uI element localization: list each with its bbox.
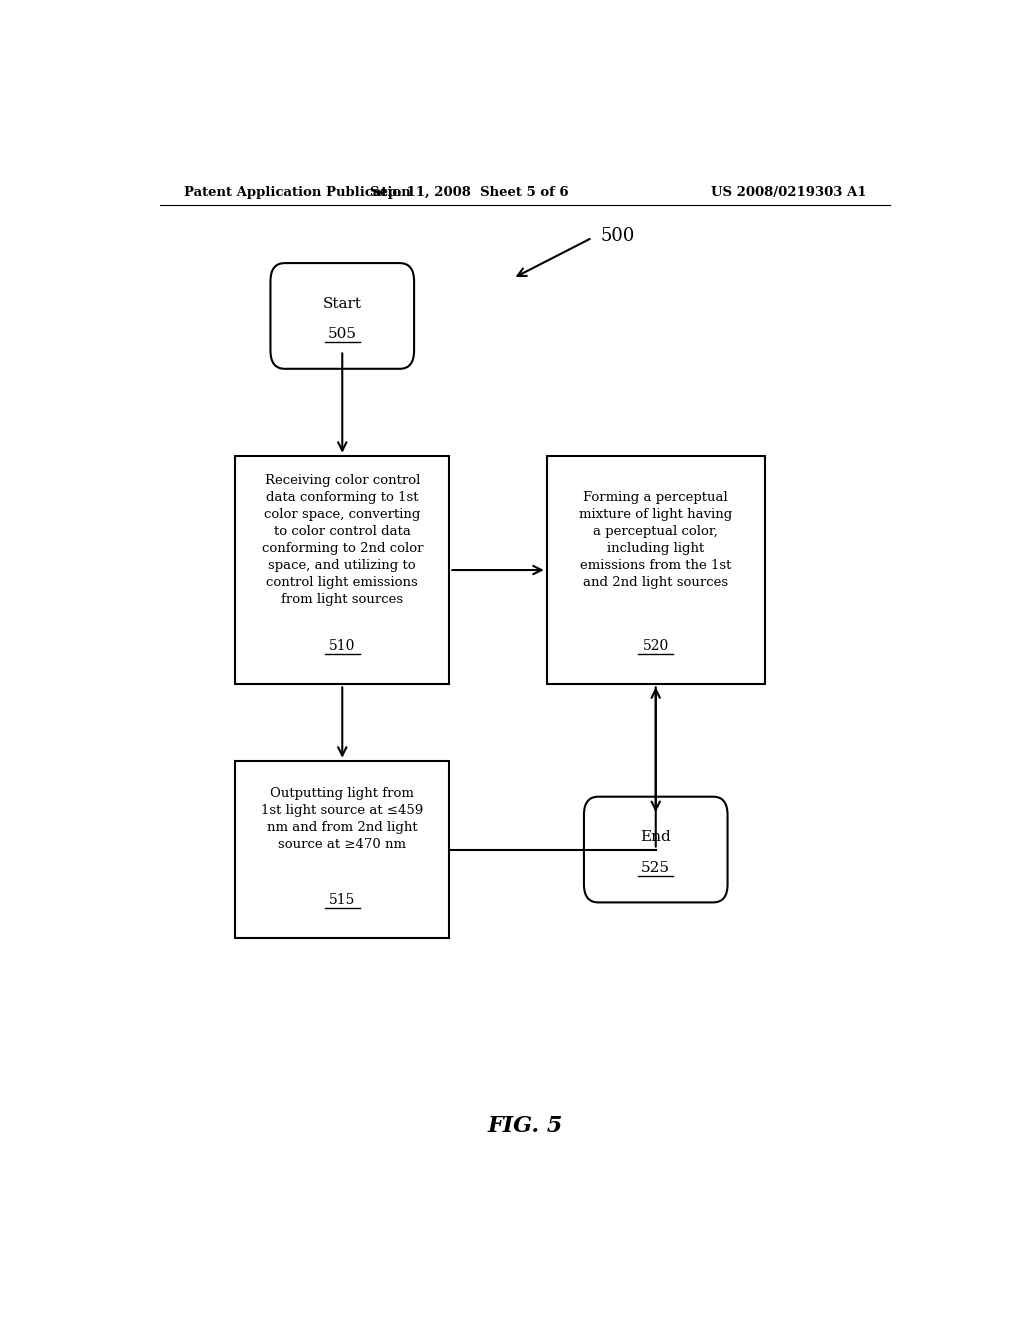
Text: 505: 505: [328, 327, 356, 342]
Text: Sep. 11, 2008  Sheet 5 of 6: Sep. 11, 2008 Sheet 5 of 6: [370, 186, 568, 199]
Text: Start: Start: [323, 297, 361, 310]
FancyBboxPatch shape: [270, 263, 414, 368]
Bar: [236, 455, 450, 684]
Bar: [236, 760, 450, 939]
Text: End: End: [640, 830, 671, 845]
Bar: [547, 455, 765, 684]
Text: 510: 510: [329, 639, 355, 653]
Text: 515: 515: [329, 892, 355, 907]
Text: Patent Application Publication: Patent Application Publication: [183, 186, 411, 199]
FancyBboxPatch shape: [584, 797, 728, 903]
Text: Receiving color control
data conforming to 1st
color space, converting
to color : Receiving color control data conforming …: [261, 474, 423, 606]
Text: 520: 520: [643, 639, 669, 653]
Text: US 2008/0219303 A1: US 2008/0219303 A1: [711, 186, 866, 199]
Text: 500: 500: [600, 227, 635, 244]
Text: 525: 525: [641, 861, 671, 875]
Text: FIG. 5: FIG. 5: [487, 1115, 562, 1137]
Text: Forming a perceptual
mixture of light having
a perceptual color,
including light: Forming a perceptual mixture of light ha…: [580, 491, 732, 589]
Text: Outputting light from
1st light source at ≤459
nm and from 2nd light
source at ≥: Outputting light from 1st light source a…: [261, 787, 423, 851]
